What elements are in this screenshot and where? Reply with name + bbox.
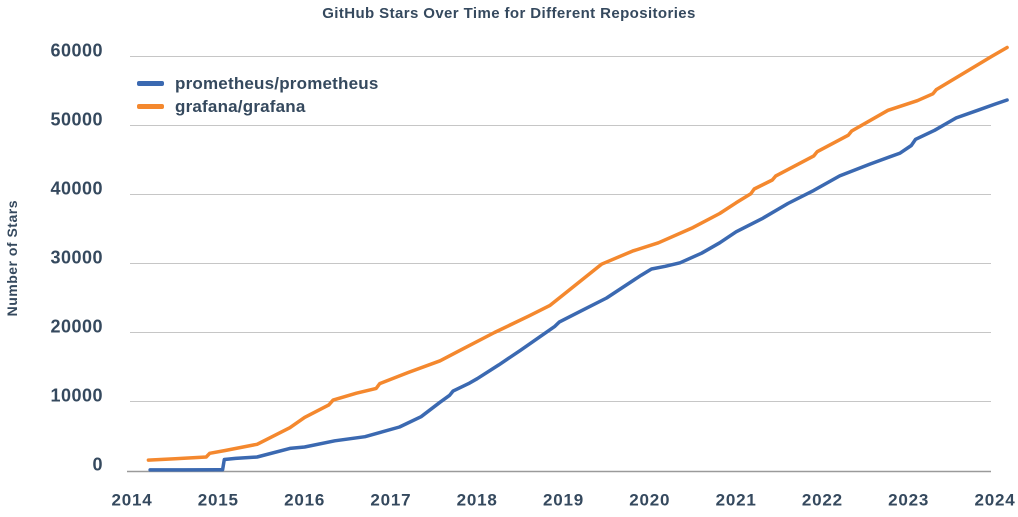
series-line-grafana xyxy=(146,45,1009,462)
x-tick-label: 2022 xyxy=(802,490,843,509)
y-tick-label: 10000 xyxy=(50,385,103,405)
y-tick-label: 60000 xyxy=(50,40,103,60)
x-tick-label: 2016 xyxy=(284,490,325,509)
x-tick-label: 2020 xyxy=(629,490,670,509)
legend-label-prometheus: prometheus/prometheus xyxy=(175,73,379,93)
x-tick-label: 2023 xyxy=(888,490,929,509)
y-tick-label: 20000 xyxy=(50,316,103,336)
legend-swatch-grafana xyxy=(137,104,164,109)
chart-title: GitHub Stars Over Time for Different Rep… xyxy=(322,5,696,22)
x-tick-label: 2014 xyxy=(111,490,152,509)
x-tick-label: 2015 xyxy=(198,490,239,509)
x-tick-label: 2024 xyxy=(974,490,1015,509)
x-tick-label: 2018 xyxy=(457,490,498,509)
legend: prometheus/prometheus grafana/grafana xyxy=(137,72,379,118)
legend-item-grafana: grafana/grafana xyxy=(137,95,379,118)
legend-label-grafana: grafana/grafana xyxy=(175,96,306,116)
x-tick-label: 2019 xyxy=(543,490,584,509)
y-tick-label: 50000 xyxy=(50,109,103,129)
y-tick-label: 30000 xyxy=(50,247,103,267)
x-tick-label: 2021 xyxy=(716,490,757,509)
x-tick-label: 2017 xyxy=(370,490,411,509)
legend-swatch-prometheus xyxy=(137,81,164,86)
y-tick-label: 40000 xyxy=(50,178,103,198)
legend-item-prometheus: prometheus/prometheus xyxy=(137,72,379,95)
series-line-prometheus xyxy=(148,98,1009,472)
y-tick-label: 0 xyxy=(92,454,103,474)
